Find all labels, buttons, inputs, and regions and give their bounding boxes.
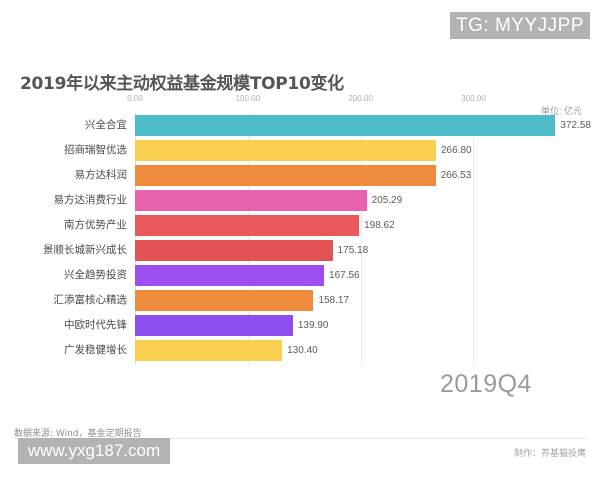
category-label: 招商瑞智优选 (64, 144, 127, 156)
gridline (135, 113, 136, 365)
bar-value-label: 205.29 (371, 195, 403, 206)
period-label: 2019Q4 (440, 370, 532, 398)
x-tick-label: 100.00 (235, 94, 261, 103)
x-tick-label: 0.00 (127, 94, 143, 103)
bar-row: 兴全趋势投资 167.56 (64, 263, 575, 288)
bar (135, 115, 556, 136)
bar (135, 140, 436, 161)
credit-note: 制作：养基猫投鹰 (513, 449, 586, 459)
bar-row: 兴全合宜 372.58 (85, 113, 591, 138)
telegram-watermark: TG: MYYJJPP (450, 12, 590, 39)
bar-rows: 兴全合宜 372.58 招商瑞智优选 266.80 易方达科润 266.53 易方达消费行业… (43, 113, 591, 365)
bar-row: 易方达科润 266.53 (75, 163, 575, 188)
bar (135, 165, 436, 186)
category-label: 兴全趋势投资 (64, 269, 127, 281)
footer-divider (14, 438, 586, 439)
bar (135, 290, 314, 311)
category-label: 易方达消费行业 (53, 194, 128, 206)
bar (135, 240, 333, 261)
bar-value-label: 167.56 (329, 270, 360, 281)
bar-row: 招商瑞智优选 266.80 (64, 138, 575, 163)
x-tick-label: 300.00 (461, 94, 486, 103)
category-label: 易方达科润 (74, 169, 128, 181)
bar-value-label: 139.90 (297, 320, 329, 331)
bar-value-label: 130.40 (287, 345, 318, 356)
source-note: 数据来源: Wind，基金定期报告 (14, 429, 142, 439)
category-label: 景顺长城新兴成长 (43, 244, 127, 256)
bar-value-label: 372.58 (560, 120, 591, 131)
gridline (360, 113, 362, 365)
x-tick-label: 200.00 (348, 94, 373, 103)
gridline (473, 113, 475, 365)
bar (135, 190, 367, 211)
plot-area: 0.00 100.00 200.00 300.00 兴全合宜 372.58 招商瑞智优选 2… (43, 94, 591, 365)
bar-row: 南方优势产业 198.62 (64, 213, 575, 238)
bar-row: 汇添富核心精选 158.17 (54, 288, 575, 313)
bar-value-label: 266.53 (440, 170, 472, 181)
bar (135, 265, 325, 286)
bar-row: 景顺长城新兴成长 175.18 (43, 238, 575, 263)
category-label: 中欧时代先锋 (64, 319, 127, 331)
chart-title: 2019年以来主动权益基金规模TOP10变化 (20, 74, 344, 94)
category-label: 南方优势产业 (64, 219, 127, 231)
category-label: 兴全合宜 (85, 119, 127, 131)
chart-card: 2019年以来主动权益基金规模TOP10变化 单位: 亿元 0.00 100.00… (0, 55, 600, 459)
unit-label: 单位: 亿元 (540, 106, 582, 116)
bar-value-label: 198.62 (364, 220, 395, 231)
bar-row: 广发稳健增长 130.40 (64, 338, 575, 363)
gridline (247, 113, 249, 365)
bar-value-label: 158.17 (318, 295, 350, 306)
bar (135, 315, 293, 336)
category-label: 广发稳健增长 (64, 344, 127, 356)
bar (135, 215, 360, 236)
bar-row: 易方达消费行业 205.29 (54, 188, 575, 213)
site-watermark: www.yxg187.com (18, 438, 170, 464)
bar-value-label: 175.18 (337, 245, 369, 256)
bar (135, 340, 283, 361)
category-label: 汇添富核心精选 (53, 294, 128, 306)
bar-row: 中欧时代先锋 139.90 (64, 313, 575, 338)
bar-value-label: 266.80 (441, 145, 472, 156)
